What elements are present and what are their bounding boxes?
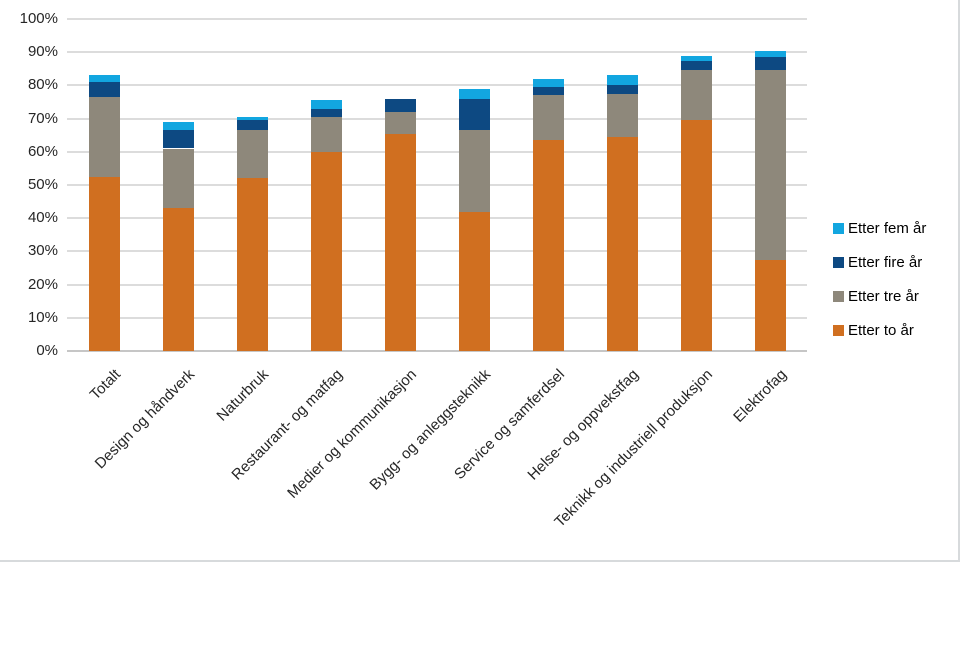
y-tick-label: 20%: [27, 275, 58, 293]
bar-segment-etter-fire-år: [236, 120, 268, 131]
y-tick-label: 30%: [27, 242, 58, 260]
x-axis-label: Helse- og oppvekstfag: [524, 366, 643, 484]
bar-segment-etter-to-år: [236, 178, 268, 351]
x-axis-label: Elektrofag: [730, 366, 791, 426]
bar-segment-etter-fire-år: [458, 98, 490, 131]
gridline: [67, 84, 807, 87]
legend-label: Etter fire år: [848, 253, 923, 271]
plot-area: [67, 18, 807, 352]
legend-swatch-icon: [833, 256, 844, 268]
legend-item-etter-to-år: Etter to år: [833, 313, 926, 347]
bar-segment-etter-fem-år: [532, 78, 564, 88]
y-tick-label: 0%: [36, 342, 58, 359]
gridline: [67, 184, 807, 186]
x-axis-label: Service og samferdsel: [451, 366, 569, 483]
bar-5: [384, 19, 416, 351]
bar-segment-etter-fire-år: [754, 57, 786, 71]
y-tick-label: 10%: [27, 308, 58, 326]
legend-label: Etter tre år: [848, 287, 919, 305]
legend-swatch-icon: [833, 222, 844, 234]
bar-segment-etter-fem-år: [680, 55, 712, 61]
bar-segment-etter-to-år: [458, 211, 490, 351]
gridline: [67, 250, 807, 253]
gridline: [67, 18, 807, 20]
y-tick-label: 90%: [27, 43, 58, 61]
bar-segment-etter-to-år: [310, 151, 342, 351]
gridline: [67, 51, 807, 54]
bar-segment-etter-tre-år: [310, 116, 342, 152]
bar-segment-etter-to-år: [532, 140, 564, 351]
y-tick-label: 40%: [27, 209, 58, 227]
bar-segment-etter-to-år: [162, 208, 194, 351]
legend-swatch-icon: [833, 290, 844, 302]
gridline: [67, 283, 807, 286]
bar-segment-etter-to-år: [680, 120, 712, 351]
bar-segment-etter-tre-år: [458, 130, 490, 212]
bar-9: [680, 19, 712, 351]
bar-segment-etter-fem-år: [88, 75, 120, 83]
bar-4: [310, 19, 342, 351]
bar-7: [532, 19, 564, 351]
bar-3: [236, 19, 268, 351]
bar-segment-etter-fire-år: [606, 85, 638, 94]
bar-segment-etter-tre-år: [754, 70, 786, 260]
x-axis-label: Bygg- og anleggsteknikk: [366, 366, 495, 494]
bar-2: [162, 19, 194, 351]
bar-segment-etter-fem-år: [162, 121, 194, 131]
x-axis-line: [67, 350, 807, 352]
bar-segment-etter-fire-år: [310, 108, 342, 117]
chart-canvas: 0% 10% 20% 30% 40% 50% 60% 70% 80% 90% 100% Totalt…: [0, 0, 960, 562]
x-axis-label: Medier og kommunikasjon: [284, 366, 421, 502]
bar-segment-etter-fire-år: [532, 87, 564, 96]
bar-segment-etter-fire-år: [88, 82, 120, 98]
gridline: [67, 217, 807, 220]
x-axis-label: Restaurant- og matfag: [228, 366, 347, 484]
legend: Etter fem år Etter fire år Etter tre år Ett…: [833, 211, 926, 347]
bar-segment-etter-fire-år: [162, 130, 194, 149]
bar-segment-etter-tre-år: [532, 95, 564, 141]
y-tick-label: 100%: [19, 10, 58, 27]
bar-segment-etter-fem-år: [606, 75, 638, 86]
bar-segment-etter-to-år: [606, 136, 638, 351]
bar-segment-etter-fem-år: [458, 88, 490, 99]
bar-segment-etter-fem-år: [310, 100, 342, 109]
legend-label: Etter fem år: [848, 219, 927, 237]
bar-6: [458, 19, 490, 351]
legend-item-etter-tre-år: Etter tre år: [833, 279, 926, 313]
bar-segment-etter-tre-år: [606, 93, 638, 137]
bar-1: [88, 19, 120, 351]
x-axis-label: Teknikk og industriell produksjon: [551, 366, 717, 531]
bar-segment-etter-fem-år: [754, 50, 786, 58]
bar-segment-etter-to-år: [754, 259, 786, 351]
bar-segment-etter-tre-år: [162, 148, 194, 209]
legend-swatch-icon: [833, 324, 844, 336]
gridline: [67, 117, 807, 120]
legend-item-etter-fire-år: Etter fire år: [833, 245, 926, 279]
bar-segment-etter-to-år: [88, 176, 120, 351]
bar-8: [606, 19, 638, 351]
bar-segment-etter-tre-år: [384, 111, 416, 134]
y-tick-label: 80%: [27, 76, 58, 94]
y-tick-label: 60%: [27, 142, 58, 160]
bar-segment-etter-fire-år: [384, 98, 416, 112]
bar-10: [754, 19, 786, 351]
bar-segment-etter-tre-år: [236, 130, 268, 179]
y-tick-label: 50%: [27, 176, 58, 193]
bar-segment-etter-tre-år: [88, 97, 120, 177]
gridline: [67, 150, 807, 153]
bar-segment-etter-tre-år: [680, 70, 712, 121]
y-tick-label: 70%: [27, 109, 58, 127]
bar-segment-etter-fire-år: [680, 60, 712, 71]
gridline: [67, 316, 807, 319]
legend-item-etter-fem-år: Etter fem år: [833, 211, 926, 245]
bar-segment-etter-to-år: [384, 133, 416, 351]
legend-label: Etter to år: [848, 321, 914, 339]
bar-segment-etter-fem-år: [236, 116, 268, 121]
